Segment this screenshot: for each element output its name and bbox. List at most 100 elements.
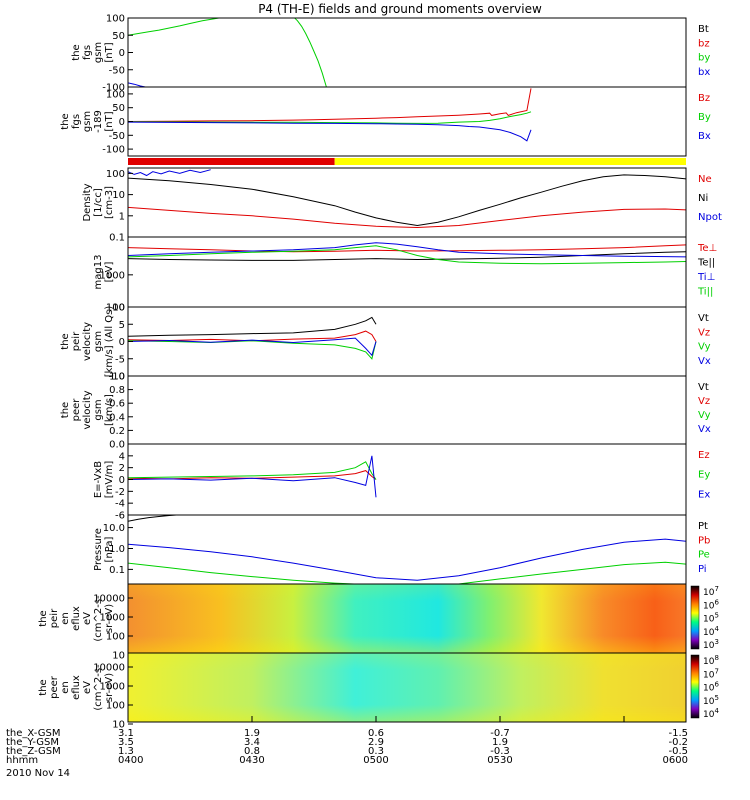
xaxis-value: -0.3 (490, 746, 510, 757)
panel-2: Bz By Bx 100 50 0 -50 -100 the fgs gsm -189 [nT] (60, 86, 711, 157)
series-Vt (128, 316, 377, 337)
ylabel-line: the (60, 333, 71, 349)
legend-1: Ne (698, 174, 712, 185)
ytick-label: 0.2 (109, 426, 125, 437)
ylabel-line: eflux (71, 606, 82, 631)
ylabel-line: sr-eV) (104, 673, 115, 702)
ylabel-line: velocity (82, 390, 93, 429)
ytick-label: 5 (119, 320, 125, 331)
legend-1: Bt (698, 24, 709, 35)
xaxis-value: 3.5 (118, 737, 134, 748)
ylabel-line: [nT] (104, 42, 115, 62)
xaxis-value: 0400 (118, 755, 143, 766)
series-Ti|| (128, 245, 686, 265)
ylabel-line: [mV/m] (104, 461, 115, 499)
series-group (128, 88, 532, 142)
ylabel-line: [nPa] (104, 536, 115, 562)
legend-3: Bx (698, 131, 711, 142)
ylabel-line: en (60, 681, 71, 694)
colorbar-exponent: 6 (714, 598, 719, 606)
ytick-label: 100 (106, 14, 125, 25)
legend-2: Ey (698, 470, 710, 481)
series-Bx (128, 121, 532, 142)
ylabel-line: mag13 (93, 255, 104, 290)
xaxis-value: 3.1 (118, 728, 134, 739)
ytick-label: -10 (109, 372, 125, 383)
legend-3: by (698, 53, 710, 64)
ytick-label: 0.8 (109, 385, 125, 396)
series-Pi (128, 538, 686, 581)
colorbar-label: 106 (703, 681, 719, 694)
series-Ez (128, 470, 377, 480)
ytick-label: 0.1 (109, 233, 125, 244)
ytick-label: 100 (106, 89, 125, 100)
legend-2: Te|| (697, 258, 715, 269)
ytick-label: 100 (106, 632, 125, 643)
ylabel-line: peir (49, 608, 60, 628)
mode-bar-segment-2 (334, 158, 686, 165)
xaxis-value: 0430 (239, 755, 264, 766)
legend-2: Vz (698, 396, 710, 407)
ylabel-line: [km/s] (All Qs) (104, 306, 115, 378)
ytick-label: 50 (112, 31, 125, 42)
panel-8: Pt Pb Pe Pi 10.0 1.0 0.1 Pressure [nPa] (93, 514, 710, 585)
xaxis-value: 3.4 (244, 737, 260, 748)
ylabel-line: [cm-3] (104, 186, 115, 219)
series-bx (128, 82, 148, 87)
ylabel-line: [1/cc] (93, 188, 104, 217)
colorbar-label: 107 (703, 585, 719, 598)
colorbar-label: 107 (703, 667, 719, 680)
panel-7: Ez Ey Ex 420-2-4-6 E=-VxB [mV/m] (93, 443, 710, 522)
series-Ni (128, 174, 686, 227)
ytick-label: 10000 (93, 663, 125, 674)
series-group (128, 18, 327, 87)
ytick-label: 2 (119, 463, 125, 474)
ytick-label: 10000 (93, 594, 125, 605)
panel-frame (127, 167, 687, 238)
panel-frame (127, 514, 687, 585)
legend-2: Vz (698, 327, 710, 338)
series-Ti⊥ (128, 242, 686, 258)
legend-3: Ti⊥ (697, 272, 715, 283)
legend-2: By (698, 112, 711, 123)
ytick-label: 0.6 (109, 399, 125, 410)
legend-4: bx (698, 67, 710, 78)
ytick-label: 0 (119, 475, 125, 486)
ylabel-line: the (60, 402, 71, 418)
legend-3: Vy (698, 342, 711, 353)
series-group (128, 242, 686, 265)
ytick-label: 100 (106, 701, 125, 712)
ytick-label: 10 (112, 303, 125, 314)
ylabel-line: gsm (82, 111, 93, 132)
ytick-label: 10 (112, 651, 125, 662)
series-Te⊥ (128, 244, 686, 253)
xaxis-value: 0.3 (368, 746, 384, 757)
colorbar-label: 103 (703, 638, 719, 651)
legend-1: Vt (698, 382, 709, 393)
colorbar (690, 585, 700, 650)
xaxis-row-label: the_Z-GSM (6, 746, 61, 757)
colorbar-label: 108 (703, 654, 719, 667)
ytick-label: 1 (119, 211, 125, 222)
ytick-label: 0 (119, 48, 125, 59)
ylabel-line: peer (71, 398, 82, 422)
xaxis-value: 2.9 (368, 737, 384, 748)
panel-frame (127, 306, 687, 377)
heatmap-shade (128, 653, 686, 722)
legend-1: Vt (698, 313, 709, 324)
ylabel-line: Pressure (93, 528, 104, 571)
ylabel-line: sr-eV) (104, 604, 115, 633)
ylabel-line: eflux (71, 675, 82, 700)
colorbar-exponent: 8 (714, 654, 718, 662)
ylabel-line: the (71, 44, 82, 60)
ylabel-line: fgs (82, 45, 93, 60)
x-axis-group: the_X-GSM 3.1 1.9 0.6 -0.7 -1.5 the_Y-GSM 3.5 3.… (6, 716, 688, 766)
legend-1: Ez (698, 450, 710, 461)
ytick-label: -6 (115, 511, 125, 522)
date-label: 2010 Nov 14 (6, 768, 70, 779)
panel-frame (127, 652, 687, 723)
panel-6: Vt Vz Vy Vx 1.0 0.8 0.6 0.4 0.2 0.0 the peer velocit… (60, 372, 711, 451)
ytick-label: -100 (102, 83, 125, 94)
series-Ey (128, 461, 377, 480)
